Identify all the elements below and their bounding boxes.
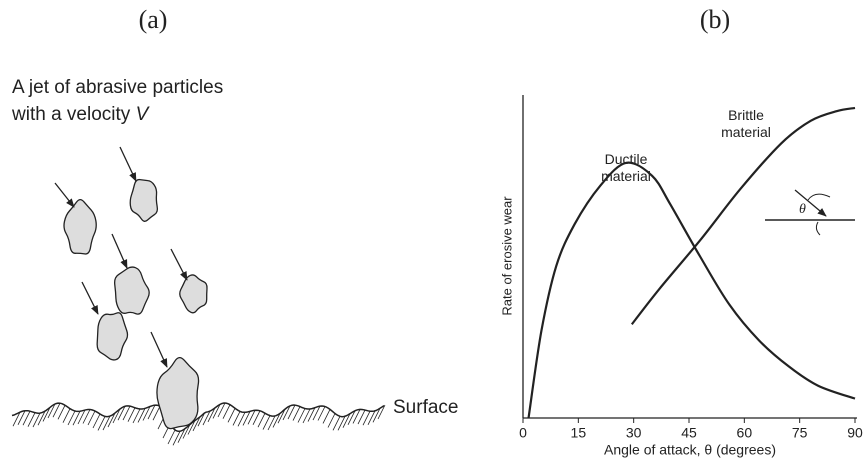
particle [96, 312, 129, 361]
caption: with a velocity [11, 104, 131, 125]
x-tick-label: 90 [847, 425, 863, 441]
chart: Rate of erosive wear Angle of attack, θ … [499, 95, 863, 458]
x-tick-label: 0 [519, 425, 527, 441]
series-label: Ductile material [601, 151, 651, 184]
particle [156, 357, 200, 430]
panel-label: (b) [700, 5, 730, 34]
particles [11, 146, 386, 446]
velocity-arrow [54, 182, 75, 208]
particle [129, 178, 159, 222]
panel-label: (a) [139, 5, 168, 34]
x-axis-label: Angle of attack, θ (degrees) [604, 442, 776, 458]
hatching [12, 402, 386, 446]
velocity-arrow [81, 281, 99, 315]
velocity-arrow [150, 331, 168, 368]
particle [63, 198, 97, 255]
surface [11, 402, 385, 433]
surface-label: Surface [393, 397, 458, 418]
x-tick-label: 60 [737, 425, 753, 441]
series-line [630, 106, 856, 326]
particle [114, 266, 150, 315]
inset-label: θ [799, 202, 806, 217]
velocity-arrow [170, 248, 188, 281]
velocity-arrow [111, 233, 128, 269]
inset-arc [815, 221, 821, 236]
caption: A jet of abrasive particles [12, 77, 223, 98]
x-tick-label: 45 [681, 425, 697, 441]
velocity-arrow [119, 146, 137, 182]
inset-arrow [794, 189, 827, 217]
inset-arc [807, 193, 831, 201]
caption: with a velocity V [11, 104, 151, 125]
x-tick-label: 30 [626, 425, 642, 441]
inset: θ [765, 189, 855, 236]
velocity-symbol: V [136, 104, 151, 125]
particle [179, 274, 208, 314]
series-line [527, 161, 856, 419]
series-label: Brittle material [721, 107, 771, 140]
x-tick-label: 15 [571, 425, 587, 441]
y-axis-label: Rate of erosive wear [499, 196, 514, 316]
x-tick-label: 75 [792, 425, 808, 441]
